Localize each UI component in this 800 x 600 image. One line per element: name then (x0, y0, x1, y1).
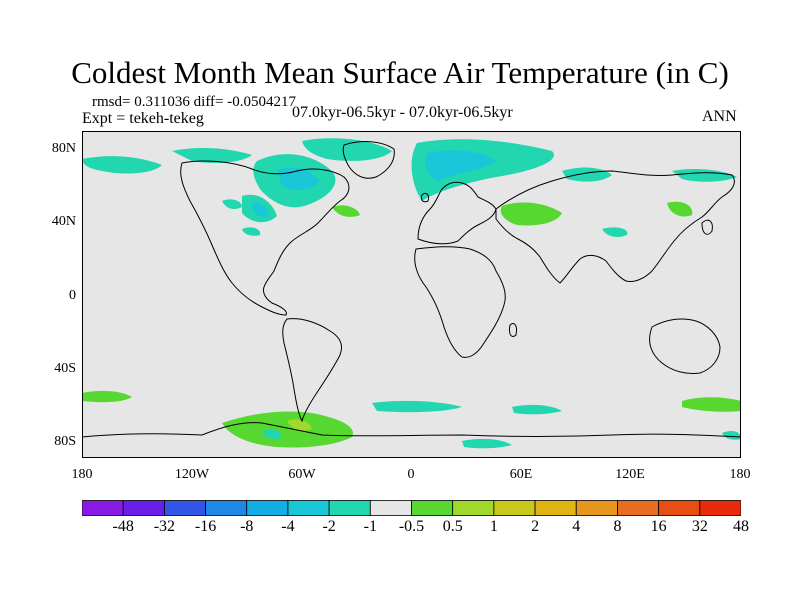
colorbar-swatch (452, 500, 495, 516)
colorbar-swatch (493, 500, 536, 516)
colorbar (82, 500, 741, 516)
europe-coast (417, 181, 497, 245)
y-label-80s: 80S (54, 434, 76, 449)
colorbar-swatch (699, 500, 741, 516)
colorbar-swatch (246, 500, 289, 516)
colorbar-label: 48 (733, 518, 749, 535)
warm-anomaly-asia (500, 202, 562, 226)
experiment-label: Expt = tekeh-tekeg (82, 110, 204, 127)
colorbar-swatch (287, 500, 330, 516)
season-label: ANN (702, 108, 737, 125)
x-label-120e: 120E (615, 467, 645, 482)
colorbar-swatch (205, 500, 248, 516)
x-label-180e: 180 (729, 467, 751, 482)
y-label-40n: 40N (51, 214, 76, 229)
colorbar-label: -16 (194, 518, 217, 535)
south-america-coast (282, 318, 343, 423)
warm-anomaly-antarctic-peninsula (222, 411, 353, 448)
figure-title: Coldest Month Mean Surface Air Temperatu… (71, 55, 729, 90)
map-frame (82, 131, 741, 458)
coastlines (82, 141, 741, 438)
australia-coast (649, 318, 721, 374)
colorbar-label: 1 (489, 518, 498, 535)
colorbar-label: -0.5 (398, 518, 425, 535)
colorbar-swatch (658, 500, 701, 516)
colorbar-swatch (617, 500, 660, 516)
x-label-120w: 120W (174, 467, 210, 482)
colorbar-label: -32 (153, 518, 176, 535)
colorbar-swatch (82, 500, 124, 516)
colorbar-label: 8 (613, 518, 622, 535)
colorbar-label: 32 (691, 518, 708, 535)
colorbar-label: -8 (240, 518, 254, 535)
asia-coast (495, 170, 735, 284)
colorbar-swatch (411, 500, 454, 516)
madagascar-coast (509, 322, 517, 338)
colorbar-label: 2 (531, 518, 540, 535)
colorbar-swatch (575, 500, 618, 516)
colorbar-label: -48 (112, 518, 134, 535)
colorbar-swatch (163, 500, 206, 516)
colorbar-label: -4 (281, 518, 295, 535)
x-label-0: 0 (407, 467, 415, 482)
stats-text: rmsd= 0.311036 diff= -0.0504217 (92, 94, 296, 110)
greenland-coast (342, 141, 395, 179)
japan-coast (701, 219, 713, 235)
cold-anomaly-hudson (302, 138, 392, 161)
north-america-coast (180, 160, 350, 316)
colorbar-label: 16 (650, 518, 667, 535)
colorbar-label: 4 (572, 518, 581, 535)
x-label-60w: 60W (288, 467, 316, 482)
y-label-80n: 80N (51, 141, 76, 156)
x-label-180w: 180 (71, 467, 93, 482)
world-map (82, 131, 741, 458)
y-label-0: 0 (69, 288, 76, 303)
colorbar-swatch (369, 500, 412, 516)
uk-coast (421, 192, 429, 203)
period-label: 07.0kyr-06.5kyr - 07.0kyr-06.5kyr (292, 104, 513, 121)
colorbar-swatch (122, 500, 165, 516)
antarctica-coast (82, 422, 741, 438)
colorbar-label: -1 (363, 518, 377, 535)
africa-coast (414, 246, 506, 358)
y-label-40s: 40S (54, 361, 76, 376)
x-label-60e: 60E (509, 467, 533, 482)
colorbar-label: -2 (322, 518, 336, 535)
colorbar-swatch (328, 500, 371, 516)
colorbar-swatch (534, 500, 577, 516)
colorbar-label: 0.5 (442, 518, 463, 535)
